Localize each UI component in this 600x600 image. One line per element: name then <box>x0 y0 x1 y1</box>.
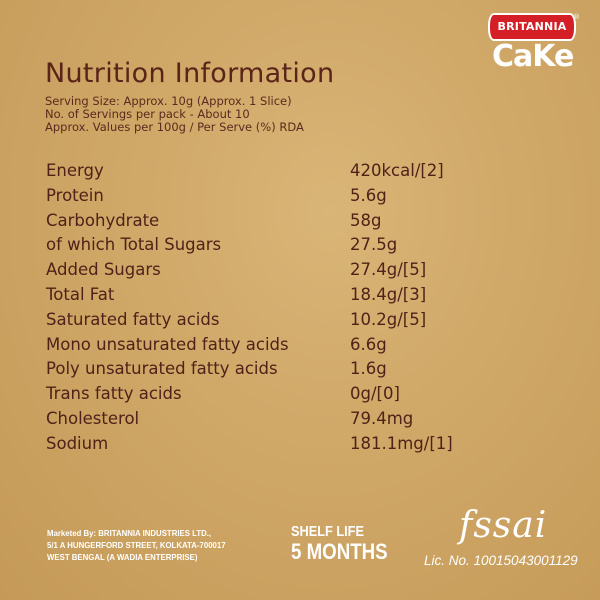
shelf-life-value: 5 MONTHS <box>291 539 388 564</box>
nutrient-name: Poly unsaturated fatty acids <box>46 359 278 379</box>
nutrient-name: Protein <box>46 185 104 205</box>
nutrient-row: Added Sugars 27.4g/[5] <box>46 260 506 285</box>
fssai-logo: fssai <box>459 505 548 546</box>
shelf-life-label: SHELF LIFE <box>291 523 364 540</box>
nutrient-row: Sodium 181.1mg/[1] <box>46 434 506 459</box>
nutrition-table: Energy 420kcal/[2] Protein 5.6g Carbohyd… <box>46 161 506 459</box>
britannia-cake-logo: BRITANNIA ® CaKe <box>488 13 584 75</box>
nutrient-value: 420kcal/[2] <box>350 161 444 180</box>
nutrient-value: 79.4mg <box>350 408 414 428</box>
nutrient-row: of which Total Sugars 27.5g <box>46 235 506 260</box>
nutrient-value: 27.4g/[5] <box>350 260 427 280</box>
marketed-by-block: Marketed By: BRITANNIA INDUSTRIES LTD., … <box>47 527 226 563</box>
nutrient-row: Trans fatty acids 0g/[0] <box>46 384 506 409</box>
nutrient-name: Carbohydrate <box>46 210 160 230</box>
nutrient-row: Energy 420kcal/[2] <box>46 161 506 186</box>
serving-size-line: Serving Size: Approx. 10g (Approx. 1 Sli… <box>45 94 292 108</box>
nutrient-value: 6.6g <box>350 334 387 354</box>
nutrient-name: Energy <box>46 161 104 180</box>
nutrient-name: Total Fat <box>46 284 115 304</box>
nutrient-value: 18.4g/[3] <box>350 284 427 304</box>
nutrient-name: Saturated fatty acids <box>46 309 220 329</box>
nutrient-row: Saturated fatty acids 10.2g/[5] <box>46 310 506 335</box>
address-line: 5/1 A HUNGERFORD STREET, KOLKATA-700017 <box>47 540 226 550</box>
nutrient-row: Carbohydrate 58g <box>46 211 506 236</box>
nutrient-row: Poly unsaturated fatty acids 1.6g <box>46 359 506 384</box>
nutrient-row: Total Fat 18.4g/[3] <box>46 285 506 310</box>
nutrient-row: Mono unsaturated fatty acids 6.6g <box>46 335 506 360</box>
nutrient-name: Added Sugars <box>46 260 161 280</box>
nutrient-name: Cholesterol <box>46 408 140 428</box>
nutrient-value: 5.6g <box>350 185 387 205</box>
nutrient-value: 10.2g/[5] <box>350 309 427 329</box>
address-line: WEST BENGAL (A WADIA ENTERPRISE) <box>47 552 198 562</box>
britannia-brand-label: BRITANNIA <box>490 15 574 39</box>
nutrient-name: of which Total Sugars <box>46 235 222 255</box>
nutrient-row: Cholesterol 79.4mg <box>46 409 506 434</box>
marketed-by-line: Marketed By: BRITANNIA INDUSTRIES LTD., <box>47 528 212 538</box>
nutrient-value: 0g/[0] <box>350 384 400 404</box>
nutrient-value: 181.1mg/[1] <box>350 433 453 453</box>
license-number: Lic. No. 10015043001129 <box>424 553 578 568</box>
nutrient-value: 58g <box>350 210 382 230</box>
nutrient-name: Trans fatty acids <box>46 384 182 404</box>
nutrient-name: Mono unsaturated fatty acids <box>46 334 289 354</box>
shelf-life-block: SHELF LIFE 5 MONTHS <box>291 524 388 564</box>
nutrient-row: Protein 5.6g <box>46 186 506 211</box>
servings-per-pack-line: No. of Servings per pack - About 10 <box>45 107 250 121</box>
nutrient-value: 27.5g <box>350 235 398 255</box>
serving-info: Serving Size: Approx. 10g (Approx. 1 Sli… <box>45 95 304 134</box>
nutrient-name: Sodium <box>46 433 109 453</box>
cake-wordmark: CaKe <box>492 39 574 74</box>
nutrient-value: 1.6g <box>350 359 387 379</box>
page-title: Nutrition Information <box>45 58 335 89</box>
registered-mark: ® <box>573 13 580 21</box>
values-basis-line: Approx. Values per 100g / Per Serve (%) … <box>45 120 304 134</box>
